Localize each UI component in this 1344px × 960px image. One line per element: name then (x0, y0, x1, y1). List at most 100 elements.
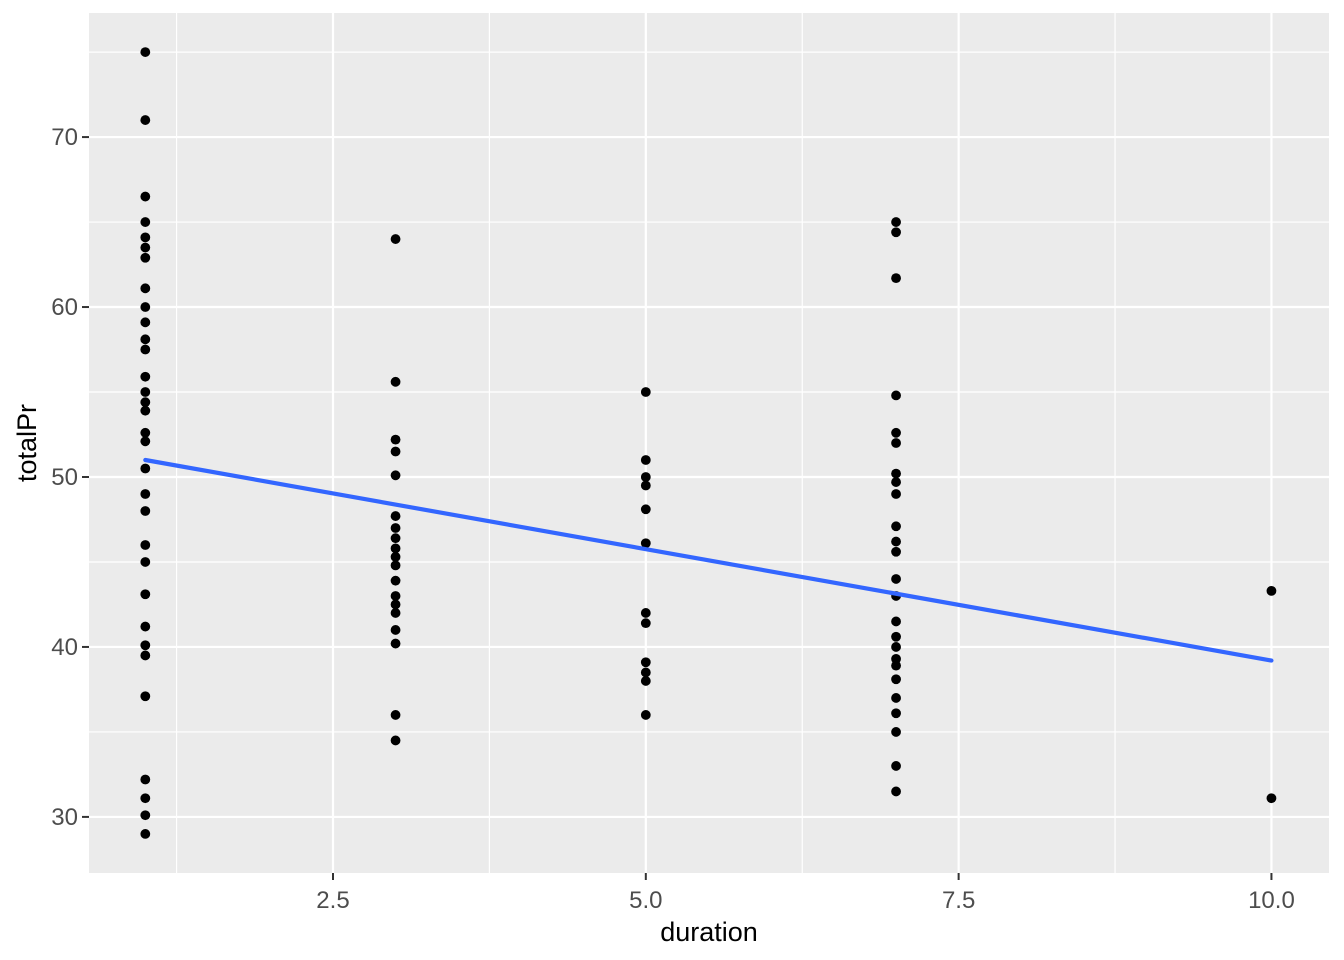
data-point (891, 477, 901, 487)
data-point (390, 543, 401, 554)
data-point (891, 427, 901, 438)
data-point (390, 608, 401, 618)
data-point (891, 660, 901, 671)
data-point (140, 242, 151, 253)
data-point (891, 489, 901, 499)
data-point (140, 621, 151, 632)
data-point (140, 463, 151, 474)
data-point (640, 455, 651, 465)
data-point (140, 334, 151, 345)
data-point (891, 653, 901, 664)
data-point (891, 674, 901, 685)
data-point (140, 397, 151, 408)
data-point (390, 523, 401, 533)
data-point (140, 829, 151, 839)
data-point (390, 591, 401, 601)
data-point (390, 376, 401, 387)
data-point (390, 511, 401, 521)
data-point (390, 533, 401, 544)
y-tick-label: 50 (51, 464, 78, 491)
data-point (891, 227, 901, 238)
data-point (891, 786, 901, 797)
data-point (140, 115, 151, 125)
x-tick-label: 10.0 (1248, 887, 1295, 914)
y-tick-label: 60 (51, 294, 78, 321)
data-point (140, 810, 151, 821)
y-tick-label: 30 (51, 804, 78, 831)
data-point (390, 551, 401, 562)
data-point (891, 521, 901, 532)
data-point (390, 560, 401, 571)
x-tick-label: 2.5 (316, 887, 349, 914)
y-tick-label: 70 (51, 124, 78, 151)
data-point (640, 667, 651, 678)
data-point (140, 427, 151, 438)
data-point (640, 387, 651, 397)
data-point (1266, 793, 1277, 804)
data-point (140, 506, 151, 516)
data-point (390, 575, 401, 586)
y-tick-label: 40 (51, 634, 78, 661)
data-point (891, 390, 901, 401)
data-point (891, 217, 901, 227)
data-point (1266, 585, 1277, 596)
data-point (640, 480, 651, 491)
x-tick-label: 5.0 (629, 887, 662, 914)
data-point (891, 693, 901, 703)
panel-background (89, 13, 1329, 873)
data-point (891, 438, 901, 448)
data-point (891, 616, 901, 627)
x-axis-title: duration (660, 917, 758, 947)
data-point (140, 191, 151, 202)
data-point (140, 232, 151, 243)
data-point (140, 387, 151, 397)
data-point (640, 676, 651, 686)
data-point (640, 472, 651, 482)
data-point (390, 234, 401, 244)
data-point (140, 371, 151, 382)
data-point (140, 283, 151, 294)
y-axis-title: totalPr (12, 404, 42, 482)
data-point (891, 273, 901, 284)
data-point (140, 317, 151, 328)
data-point (640, 504, 651, 515)
data-point (140, 489, 151, 499)
data-point (891, 468, 901, 479)
data-point (891, 631, 901, 642)
data-point (140, 344, 151, 355)
data-point (140, 252, 151, 263)
data-point (390, 638, 401, 649)
data-point (891, 546, 901, 557)
data-point (140, 302, 151, 312)
data-point (390, 625, 401, 635)
data-point (891, 727, 901, 737)
data-point (140, 557, 151, 567)
regression-line (143, 457, 1274, 663)
data-point (140, 793, 151, 804)
data-point (891, 761, 901, 771)
data-point (891, 708, 901, 719)
data-point (390, 735, 401, 746)
x-tick-label: 7.5 (942, 887, 975, 914)
data-point (640, 618, 651, 629)
data-point (891, 642, 901, 652)
data-point (140, 691, 151, 702)
data-point (640, 710, 651, 720)
data-point (140, 540, 151, 550)
data-point (140, 405, 151, 416)
data-point (390, 470, 401, 481)
data-point (390, 710, 401, 720)
data-point (640, 608, 651, 618)
data-point (140, 650, 151, 661)
data-point (140, 217, 151, 227)
data-point (640, 657, 651, 668)
data-point (140, 589, 151, 600)
data-point (390, 446, 401, 457)
data-point (140, 47, 151, 57)
data-point (390, 599, 401, 610)
data-point (390, 434, 401, 445)
data-point (140, 774, 151, 785)
data-point (891, 536, 901, 547)
